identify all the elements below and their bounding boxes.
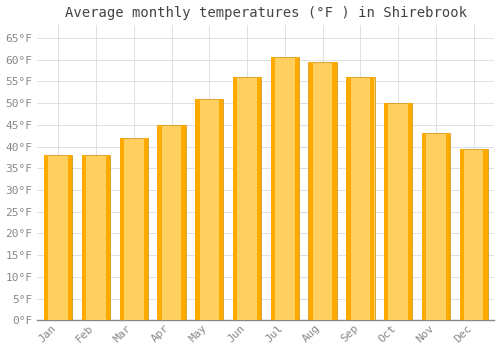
Bar <box>460 149 488 320</box>
Bar <box>257 77 261 320</box>
Bar <box>294 57 299 320</box>
Bar <box>422 133 426 320</box>
Bar <box>195 99 224 320</box>
Bar <box>308 62 337 320</box>
Bar <box>484 149 488 320</box>
Bar <box>233 77 237 320</box>
Bar <box>44 155 72 320</box>
Bar <box>384 103 412 320</box>
Bar <box>82 155 86 320</box>
Bar <box>460 149 464 320</box>
Bar <box>422 133 450 320</box>
Bar <box>158 125 186 320</box>
Bar <box>346 77 374 320</box>
Bar <box>158 125 162 320</box>
Bar <box>44 155 48 320</box>
Bar <box>196 99 200 320</box>
Bar <box>384 103 388 320</box>
Bar <box>370 77 374 320</box>
Bar <box>346 77 350 320</box>
Bar <box>120 138 124 320</box>
Bar <box>332 62 336 320</box>
Bar <box>308 62 313 320</box>
Bar <box>446 133 450 320</box>
Bar <box>233 77 261 320</box>
Bar <box>120 138 148 320</box>
Bar <box>182 125 186 320</box>
Bar <box>219 99 224 320</box>
Bar <box>408 103 412 320</box>
Bar <box>271 57 275 320</box>
Bar <box>144 138 148 320</box>
Bar <box>270 57 299 320</box>
Title: Average monthly temperatures (°F ) in Shirebrook: Average monthly temperatures (°F ) in Sh… <box>65 6 467 20</box>
Bar <box>82 155 110 320</box>
Bar <box>106 155 110 320</box>
Bar <box>68 155 72 320</box>
